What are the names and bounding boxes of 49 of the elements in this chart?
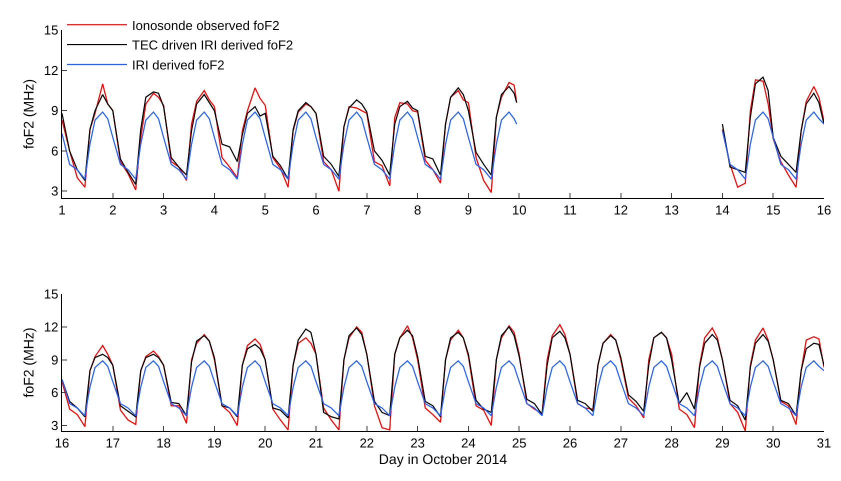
x-tick-label: 25 xyxy=(512,436,526,451)
x-tick-label: 12 xyxy=(614,202,628,218)
y-tick-label: 9 xyxy=(51,352,58,368)
x-tick-label: 4 xyxy=(210,202,218,218)
x-tick-label: 29 xyxy=(715,436,730,451)
x-tick-label: 28 xyxy=(664,436,679,451)
x-tick-label: 8 xyxy=(414,202,422,218)
y-axis-title: foF2 (MHz) xyxy=(20,79,37,150)
x-tick-label: 1 xyxy=(58,202,66,218)
y-tick-label: 9 xyxy=(51,103,58,118)
y-tick-label: 3 xyxy=(51,184,58,199)
x-tick-label: 16 xyxy=(54,436,70,451)
x-tick-label: 30 xyxy=(766,436,780,451)
line-series xyxy=(62,360,824,416)
y-tick-label: 15 xyxy=(44,22,58,38)
x-tick-label: 2 xyxy=(109,202,116,218)
x-tick-label: 26 xyxy=(562,436,578,451)
x-tick-label: 23 xyxy=(410,436,425,451)
x-axis-title: Day in October 2014 xyxy=(378,450,508,467)
x-tick-label: 22 xyxy=(360,436,374,451)
x-tick-label: 31 xyxy=(816,436,832,451)
x-tick-label: 16 xyxy=(816,202,832,218)
x-tick-label: 7 xyxy=(363,202,370,218)
x-tick-label: 21 xyxy=(308,436,324,451)
y-tick-label: 12 xyxy=(44,62,58,78)
x-tick-label: 27 xyxy=(614,436,628,451)
legend-label: IRI derived foF2 xyxy=(132,58,224,73)
x-tick-label: 6 xyxy=(312,202,320,218)
x-tick-label: 3 xyxy=(160,202,168,218)
legend-label: TEC driven IRI derived foF2 xyxy=(132,38,294,53)
x-tick-label: 19 xyxy=(207,436,222,451)
x-tick-label: 17 xyxy=(106,436,120,451)
x-tick-label: 24 xyxy=(461,436,476,451)
y-tick-label: 15 xyxy=(44,286,58,302)
y-tick-label: 6 xyxy=(51,143,58,158)
x-tick-label: 11 xyxy=(563,202,577,218)
x-tick-label: 9 xyxy=(464,202,472,218)
legend-label: Ionosonde observed foF2 xyxy=(132,18,280,33)
x-tick-label: 5 xyxy=(262,202,269,218)
x-tick-label: 10 xyxy=(512,202,526,218)
x-tick-label: 13 xyxy=(664,202,679,218)
y-axis-title: foF2 (MHz) xyxy=(20,327,37,398)
x-tick-label: 18 xyxy=(156,436,171,451)
x-tick-label: 20 xyxy=(258,436,272,451)
x-tick-label: 14 xyxy=(715,202,730,218)
y-tick-label: 6 xyxy=(51,385,58,400)
y-tick-label: 12 xyxy=(44,319,58,334)
x-tick-label: 15 xyxy=(766,202,780,218)
y-tick-label: 3 xyxy=(51,418,58,434)
